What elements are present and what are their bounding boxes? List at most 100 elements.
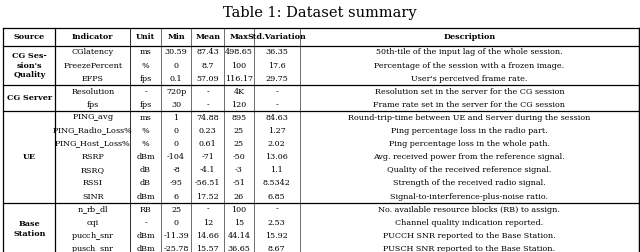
- Text: Table 1: Dataset summary: Table 1: Dataset summary: [223, 6, 417, 20]
- Text: 15.92: 15.92: [266, 232, 288, 240]
- Text: Max: Max: [230, 33, 248, 41]
- Text: -: -: [275, 88, 278, 96]
- Text: Round-trip-time between UE and Server during the session: Round-trip-time between UE and Server du…: [348, 114, 591, 122]
- Text: 84.63: 84.63: [266, 114, 288, 122]
- Text: fps: fps: [140, 75, 152, 83]
- Text: 30: 30: [171, 101, 181, 109]
- Text: Channel quality indication reported.: Channel quality indication reported.: [396, 219, 543, 227]
- Text: CGlatency: CGlatency: [72, 48, 114, 56]
- Text: CG Server: CG Server: [6, 94, 52, 102]
- Text: 0: 0: [173, 219, 179, 227]
- Text: SINR: SINR: [82, 193, 104, 201]
- Text: 17.52: 17.52: [196, 193, 220, 201]
- Text: dBm: dBm: [136, 193, 155, 201]
- Text: PING$\_$Radio$\_$Loss%: PING$\_$Radio$\_$Loss%: [52, 125, 133, 137]
- Text: 25: 25: [171, 206, 181, 214]
- Text: -95: -95: [170, 179, 182, 187]
- Text: 498.65: 498.65: [225, 48, 253, 56]
- Text: 29.75: 29.75: [266, 75, 288, 83]
- Text: -3: -3: [235, 166, 243, 174]
- Text: 4K: 4K: [234, 88, 244, 96]
- Text: 720p: 720p: [166, 88, 186, 96]
- Text: Resolution set in the server for the CG session: Resolution set in the server for the CG …: [374, 88, 564, 96]
- Text: %: %: [141, 127, 149, 135]
- Text: -56.51: -56.51: [195, 179, 221, 187]
- Text: Description: Description: [444, 33, 495, 41]
- Text: dBm: dBm: [136, 232, 155, 240]
- Text: User's perceived frame rate.: User's perceived frame rate.: [411, 75, 527, 83]
- Text: 2.02: 2.02: [268, 140, 285, 148]
- Text: 25: 25: [234, 140, 244, 148]
- Text: 100: 100: [232, 206, 246, 214]
- Text: Mean: Mean: [195, 33, 220, 41]
- Text: ms: ms: [140, 48, 152, 56]
- Text: 12: 12: [203, 219, 213, 227]
- Text: pucch$\_$snr: pucch$\_$snr: [71, 230, 115, 242]
- Text: pusch$\_$snr: pusch$\_$snr: [71, 243, 115, 252]
- Text: 6.85: 6.85: [268, 193, 285, 201]
- Text: 6: 6: [173, 193, 179, 201]
- Text: 0: 0: [173, 127, 179, 135]
- Text: Strength of the received radio signal.: Strength of the received radio signal.: [393, 179, 546, 187]
- Text: PUSCH SNR reported to the Base Station.: PUSCH SNR reported to the Base Station.: [383, 245, 556, 252]
- Text: No. available resource blocks (RB) to assign.: No. available resource blocks (RB) to as…: [378, 206, 560, 214]
- Text: 8.67: 8.67: [268, 245, 285, 252]
- Text: PUCCH SNR reported to the Base Station.: PUCCH SNR reported to the Base Station.: [383, 232, 556, 240]
- Text: Std.Variation: Std.Variation: [248, 33, 306, 41]
- Text: 87.43: 87.43: [196, 48, 220, 56]
- Text: 13.06: 13.06: [266, 153, 288, 161]
- Text: -104: -104: [167, 153, 185, 161]
- Text: Frame rate set in the server for the CG session: Frame rate set in the server for the CG …: [373, 101, 565, 109]
- Text: -: -: [275, 101, 278, 109]
- Text: 1.27: 1.27: [268, 127, 285, 135]
- Text: dB: dB: [140, 166, 151, 174]
- Text: 8.7: 8.7: [202, 61, 214, 70]
- Text: -50: -50: [232, 153, 245, 161]
- Text: dBm: dBm: [136, 153, 155, 161]
- Text: 1.1: 1.1: [271, 166, 283, 174]
- Text: -: -: [207, 206, 209, 214]
- Text: Unit: Unit: [136, 33, 155, 41]
- Text: 36.35: 36.35: [266, 48, 288, 56]
- Text: 120: 120: [231, 101, 246, 109]
- Text: fps: fps: [86, 101, 99, 109]
- Text: Indicator: Indicator: [72, 33, 113, 41]
- Text: Ping percentage loss in the whole path.: Ping percentage loss in the whole path.: [389, 140, 550, 148]
- Text: dBm: dBm: [136, 245, 155, 252]
- Text: -4.1: -4.1: [200, 166, 216, 174]
- Text: Quality of the received reference signal.: Quality of the received reference signal…: [387, 166, 552, 174]
- Text: 44.14: 44.14: [227, 232, 250, 240]
- Text: -: -: [275, 206, 278, 214]
- Text: 0: 0: [173, 61, 179, 70]
- Text: -71: -71: [202, 153, 214, 161]
- Text: 26: 26: [234, 193, 244, 201]
- Text: 8.5342: 8.5342: [263, 179, 291, 187]
- Text: -8: -8: [172, 166, 180, 174]
- Text: EFPS: EFPS: [82, 75, 104, 83]
- Text: 116.17: 116.17: [225, 75, 253, 83]
- Text: -: -: [144, 219, 147, 227]
- Text: Base
Station: Base Station: [13, 220, 45, 238]
- Text: UE: UE: [23, 153, 36, 161]
- Text: -25.78: -25.78: [163, 245, 189, 252]
- Text: PING$\_$Host$\_$Loss%: PING$\_$Host$\_$Loss%: [54, 139, 131, 149]
- Text: 74.88: 74.88: [196, 114, 219, 122]
- Text: Ping percentage loss in the radio part.: Ping percentage loss in the radio part.: [391, 127, 548, 135]
- Text: 14.66: 14.66: [196, 232, 220, 240]
- Text: FreezePercent: FreezePercent: [63, 61, 122, 70]
- Text: 36.65: 36.65: [228, 245, 250, 252]
- Text: n$\_$rb$\_$dl: n$\_$rb$\_$dl: [77, 204, 109, 215]
- Text: PING$\_$avg: PING$\_$avg: [72, 112, 114, 123]
- Text: Signal-to-interference-plus-noise ratio.: Signal-to-interference-plus-noise ratio.: [390, 193, 548, 201]
- Text: 57.09: 57.09: [196, 75, 219, 83]
- Text: -11.39: -11.39: [163, 232, 189, 240]
- Text: 0: 0: [173, 140, 179, 148]
- Text: Source: Source: [13, 33, 45, 41]
- Text: RSRP: RSRP: [81, 153, 104, 161]
- Text: 2.53: 2.53: [268, 219, 285, 227]
- Text: RSRQ: RSRQ: [81, 166, 105, 174]
- Text: 17.6: 17.6: [268, 61, 285, 70]
- Text: -: -: [207, 101, 209, 109]
- Text: Resolution: Resolution: [71, 88, 115, 96]
- Text: 0.23: 0.23: [199, 127, 217, 135]
